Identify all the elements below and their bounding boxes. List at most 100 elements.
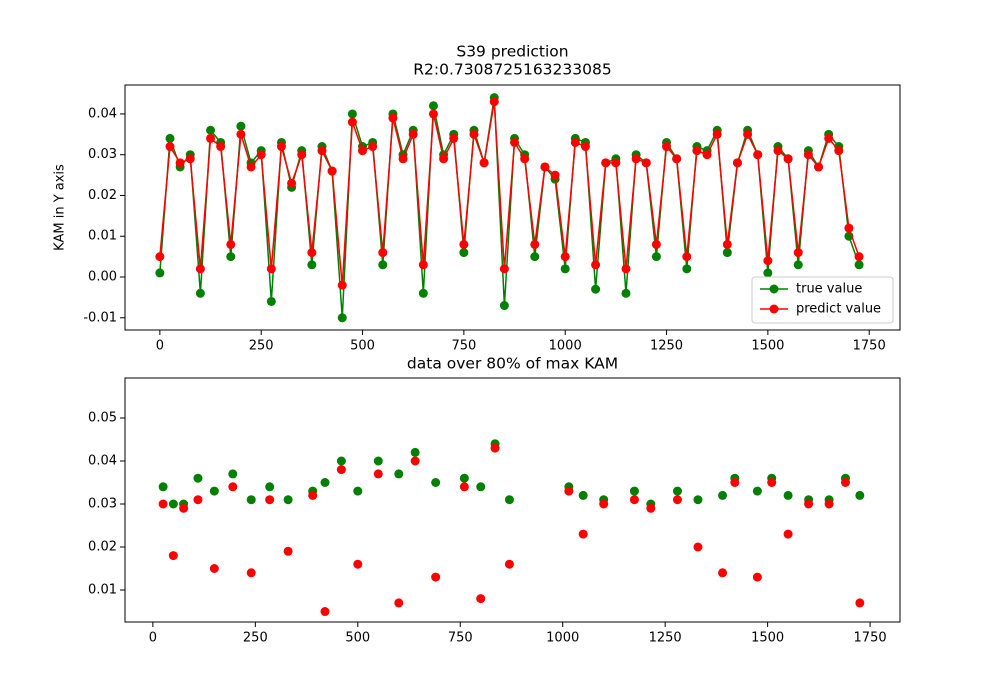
marker bbox=[641, 158, 651, 168]
marker bbox=[651, 252, 661, 262]
marker bbox=[824, 499, 834, 509]
marker bbox=[530, 252, 540, 262]
marker bbox=[193, 473, 203, 483]
marker bbox=[560, 252, 570, 262]
x-tick-label: 1500 bbox=[751, 631, 784, 646]
marker bbox=[388, 113, 398, 123]
marker bbox=[216, 142, 226, 152]
marker bbox=[712, 129, 722, 139]
marker bbox=[347, 117, 357, 127]
marker bbox=[228, 469, 238, 479]
marker bbox=[693, 495, 703, 505]
y-tick-label: 0.04 bbox=[88, 453, 117, 468]
marker bbox=[307, 260, 317, 270]
x-tick-label: 0 bbox=[149, 631, 157, 646]
marker bbox=[266, 296, 276, 306]
marker bbox=[165, 142, 175, 152]
marker bbox=[504, 495, 514, 505]
marker bbox=[718, 568, 728, 578]
marker bbox=[591, 284, 601, 294]
marker bbox=[368, 142, 378, 152]
marker bbox=[824, 133, 834, 143]
x-tick-label: 1750 bbox=[853, 339, 886, 354]
marker bbox=[337, 280, 347, 290]
marker bbox=[428, 101, 438, 111]
marker bbox=[266, 264, 276, 274]
marker bbox=[672, 154, 682, 164]
marker bbox=[317, 146, 327, 156]
marker bbox=[520, 154, 530, 164]
marker bbox=[844, 223, 854, 233]
marker bbox=[158, 482, 168, 492]
marker bbox=[373, 456, 383, 466]
marker bbox=[540, 162, 550, 172]
marker bbox=[753, 150, 763, 160]
marker bbox=[276, 142, 286, 152]
y-tick-label: 0.03 bbox=[88, 147, 117, 162]
marker bbox=[418, 260, 428, 270]
marker bbox=[702, 150, 712, 160]
marker bbox=[651, 239, 661, 249]
marker bbox=[336, 465, 346, 475]
marker bbox=[265, 482, 275, 492]
marker bbox=[591, 260, 601, 270]
x-tick-label: 1500 bbox=[751, 339, 784, 354]
marker bbox=[155, 268, 165, 278]
marker bbox=[767, 477, 777, 487]
y-tick-label: 0.03 bbox=[88, 496, 117, 511]
y-tick-label: 0.02 bbox=[88, 540, 117, 555]
marker bbox=[564, 486, 574, 496]
marker bbox=[672, 495, 682, 505]
marker bbox=[459, 473, 469, 483]
marker bbox=[431, 477, 441, 487]
marker bbox=[459, 482, 469, 492]
x-tick-label: 1750 bbox=[854, 631, 887, 646]
marker bbox=[504, 559, 514, 569]
marker bbox=[752, 572, 762, 582]
marker bbox=[855, 490, 865, 500]
marker bbox=[834, 146, 844, 156]
y-tick-label: 0.02 bbox=[88, 188, 117, 203]
marker bbox=[226, 239, 236, 249]
axes-frame bbox=[124, 377, 901, 623]
marker bbox=[646, 503, 656, 513]
legend-label: predict value bbox=[796, 302, 881, 317]
marker bbox=[353, 559, 363, 569]
marker bbox=[783, 490, 793, 500]
marker bbox=[840, 477, 850, 487]
marker bbox=[175, 158, 185, 168]
marker bbox=[327, 166, 337, 176]
marker bbox=[783, 154, 793, 164]
marker bbox=[578, 529, 588, 539]
marker bbox=[256, 150, 266, 160]
marker bbox=[408, 129, 418, 139]
marker bbox=[763, 256, 773, 266]
marker bbox=[629, 495, 639, 505]
marker bbox=[236, 129, 246, 139]
y-axis-label: KAM in Y axis bbox=[53, 164, 68, 251]
marker bbox=[358, 146, 368, 156]
marker bbox=[283, 546, 293, 556]
marker bbox=[476, 482, 486, 492]
marker bbox=[155, 252, 165, 262]
marker bbox=[394, 469, 404, 479]
marker bbox=[752, 486, 762, 496]
marker bbox=[378, 248, 388, 258]
marker bbox=[308, 490, 318, 500]
marker bbox=[246, 162, 256, 172]
marker bbox=[476, 594, 486, 604]
marker bbox=[394, 598, 404, 608]
marker bbox=[629, 486, 639, 496]
marker bbox=[743, 129, 753, 139]
chart-title: S39 prediction bbox=[456, 43, 568, 61]
plot-area bbox=[158, 439, 865, 617]
plot-area bbox=[155, 93, 864, 323]
marker bbox=[283, 495, 293, 505]
marker bbox=[578, 490, 588, 500]
x-tick-label: 1000 bbox=[546, 631, 579, 646]
marker bbox=[347, 109, 357, 119]
marker bbox=[195, 288, 205, 298]
marker bbox=[431, 572, 441, 582]
marker bbox=[621, 264, 631, 274]
